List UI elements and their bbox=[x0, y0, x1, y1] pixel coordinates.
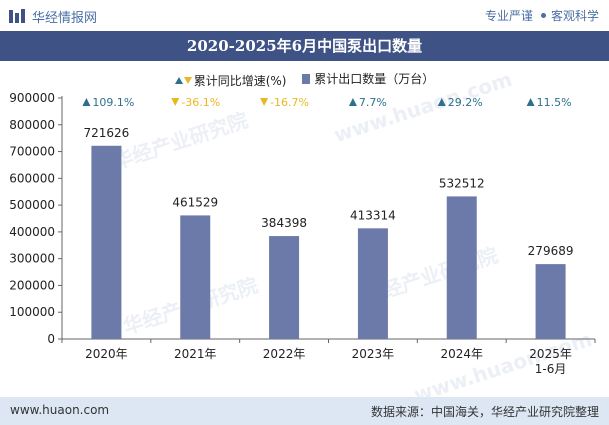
data-label: 721626 bbox=[84, 126, 130, 140]
growth-label: 7.7% bbox=[359, 96, 387, 109]
x-tick-label: 2020年 bbox=[85, 347, 128, 361]
bar-chart: 0 100000 200000 300000 400000 500000 600000 700… bbox=[9, 91, 596, 376]
data-label: 413314 bbox=[350, 208, 396, 222]
data-label: 384398 bbox=[261, 216, 307, 230]
y-tick-label: 600000 bbox=[9, 171, 55, 185]
bar bbox=[446, 196, 477, 339]
triangle-down-icon bbox=[183, 76, 192, 84]
y-tick-label: 100000 bbox=[9, 305, 55, 319]
y-tick-label: 900000 bbox=[9, 91, 55, 105]
x-tick-label: 2023年 bbox=[352, 347, 395, 361]
legend-volume-label: 累计出口数量（万台） bbox=[314, 72, 435, 86]
growth-down-icon bbox=[171, 98, 180, 106]
growth-up-icon bbox=[348, 98, 357, 106]
y-tick-label: 700000 bbox=[9, 145, 55, 159]
bar bbox=[91, 145, 122, 339]
logo-icon bbox=[9, 9, 25, 23]
x-tick-label: 2022年 bbox=[263, 347, 306, 361]
legend-volume: 累计出口数量（万台） bbox=[302, 70, 434, 87]
data-label: 279689 bbox=[528, 244, 574, 258]
top-bar: 华经情报网 专业严谨 客观科学 bbox=[0, 0, 609, 30]
y-tick-label: 0 bbox=[47, 332, 55, 346]
data-label: 532512 bbox=[439, 176, 485, 190]
growth-down-icon bbox=[260, 98, 269, 106]
growth-label: 11.5% bbox=[537, 96, 572, 109]
triangle-up-icon bbox=[174, 76, 183, 84]
tagline-1: 专业严谨 bbox=[484, 9, 533, 23]
growth-label: -36.1% bbox=[181, 96, 220, 109]
growth-label: -16.7% bbox=[270, 96, 309, 109]
title-bar: 2020-2025年6月中国泵出口数量 bbox=[0, 31, 609, 61]
growth-label: 29.2% bbox=[448, 96, 483, 109]
footer-source: 数据来源：中国海关，华经产业研究院整理 bbox=[370, 405, 599, 419]
legend: 累计同比增速(%) 累计出口数量（万台） bbox=[0, 70, 609, 89]
y-tick-label: 300000 bbox=[9, 252, 55, 266]
growth-up-icon bbox=[82, 98, 91, 106]
y-tick-label: 400000 bbox=[9, 225, 55, 239]
bar bbox=[269, 236, 300, 339]
growth-label: 109.1% bbox=[92, 96, 134, 109]
bar bbox=[357, 228, 388, 339]
y-tick-label: 200000 bbox=[9, 278, 55, 292]
footer: www.huaon.com 数据来源：中国海关，华经产业研究院整理 bbox=[0, 397, 609, 425]
x-tick-label: 2021年 bbox=[174, 347, 217, 361]
bar bbox=[535, 264, 566, 339]
growth-up-icon bbox=[437, 98, 446, 106]
legend-square-icon bbox=[302, 73, 311, 84]
tagline: 专业严谨 客观科学 bbox=[485, 7, 599, 24]
tagline-2: 客观科学 bbox=[550, 9, 599, 23]
data-label: 461529 bbox=[172, 195, 218, 209]
legend-growth: 累计同比增速(%) bbox=[174, 72, 287, 89]
x-tick-label: 2024年 bbox=[440, 347, 483, 361]
y-tick-label: 500000 bbox=[9, 198, 55, 212]
chart-title: 2020-2025年6月中国泵出口数量 bbox=[186, 37, 423, 55]
legend-growth-label: 累计同比增速(%) bbox=[193, 73, 287, 88]
growth-up-icon bbox=[526, 98, 535, 106]
bar bbox=[180, 215, 211, 339]
y-tick-label: 800000 bbox=[9, 118, 55, 132]
brand-name: 华经情报网 bbox=[32, 11, 98, 26]
x-tick-label: 1-6月 bbox=[535, 362, 567, 376]
footer-website: www.huaon.com bbox=[10, 403, 110, 417]
x-tick-label: 2025年 bbox=[529, 347, 572, 361]
dot-icon bbox=[540, 13, 546, 18]
